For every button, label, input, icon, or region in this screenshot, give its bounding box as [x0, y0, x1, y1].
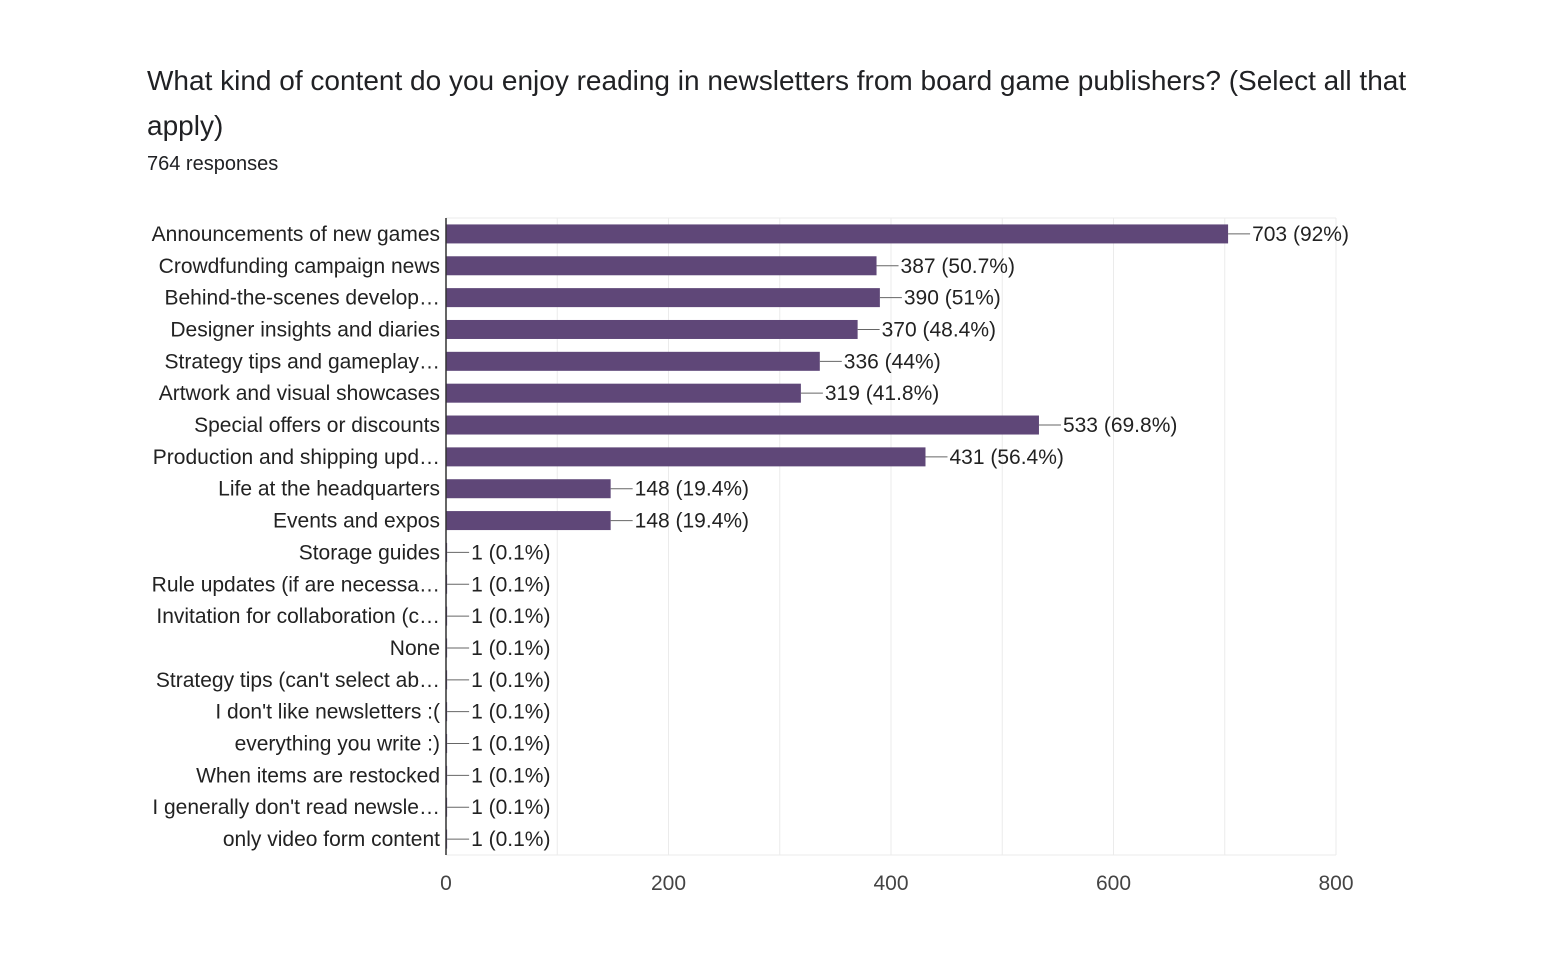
data-label: 1 (0.1%)	[471, 573, 550, 596]
bar	[446, 351, 820, 371]
question-title: What kind of content do you enjoy readin…	[147, 65, 1407, 141]
x-tick-label: 800	[1318, 872, 1353, 895]
data-label: 1 (0.1%)	[471, 764, 550, 787]
x-tick-label: 400	[873, 872, 908, 895]
data-label: 1 (0.1%)	[471, 605, 550, 628]
x-tick-label: 600	[1096, 872, 1131, 895]
category-label: Storage guides	[299, 541, 440, 564]
category-label: Events and expos	[273, 510, 440, 533]
bar	[446, 224, 1229, 244]
category-label: Production and shipping upd…	[153, 446, 440, 469]
category-label: only video form content	[223, 828, 440, 851]
bar	[446, 256, 877, 276]
category-label: None	[390, 637, 440, 660]
data-label: 533 (69.8%)	[1063, 414, 1177, 437]
bar	[446, 383, 801, 403]
category-label: Strategy tips (can't select ab…	[156, 669, 440, 692]
data-label: 1 (0.1%)	[471, 541, 550, 564]
bar	[446, 479, 611, 499]
data-label: 148 (19.4%)	[635, 510, 749, 533]
data-label: 390 (51%)	[904, 287, 1001, 310]
category-label: Designer insights and diaries	[170, 318, 440, 341]
data-label: 1 (0.1%)	[471, 796, 550, 819]
data-label: 1 (0.1%)	[471, 637, 550, 660]
category-label: Artwork and visual showcases	[159, 382, 440, 405]
bar	[446, 511, 611, 531]
bar	[446, 415, 1039, 435]
category-label: I generally don't read newsle…	[152, 796, 440, 819]
data-label: 1 (0.1%)	[471, 828, 550, 851]
bar	[446, 447, 926, 467]
category-label: Strategy tips and gameplay…	[165, 350, 440, 373]
data-label: 1 (0.1%)	[471, 669, 550, 692]
response-count: 764 responses	[147, 153, 279, 175]
data-label: 387 (50.7%)	[901, 255, 1015, 278]
category-label: Life at the headquarters	[218, 478, 440, 501]
data-label: 1 (0.1%)	[471, 701, 550, 724]
data-label: 431 (56.4%)	[949, 446, 1063, 469]
category-label: everything you write :)	[235, 733, 440, 756]
bar	[446, 319, 858, 339]
category-label: Announcements of new games	[152, 223, 440, 246]
data-label: 148 (19.4%)	[635, 478, 749, 501]
data-label: 703 (92%)	[1252, 223, 1349, 246]
bar	[446, 288, 880, 308]
data-label: 370 (48.4%)	[882, 318, 996, 341]
x-tick-label: 200	[651, 872, 686, 895]
x-tick-label: 0	[440, 872, 452, 895]
data-label: 1 (0.1%)	[471, 733, 550, 756]
category-label: Behind-the-scenes develop…	[164, 287, 440, 310]
data-label: 319 (41.8%)	[825, 382, 939, 405]
category-label: I don't like newsletters :(	[215, 701, 440, 724]
category-label: Special offers or discounts	[194, 414, 440, 437]
category-label: Rule updates (if are necessa…	[152, 573, 440, 596]
category-label: When items are restocked	[196, 764, 440, 787]
category-label: Crowdfunding campaign news	[159, 255, 440, 278]
data-label: 336 (44%)	[844, 350, 941, 373]
category-label: Invitation for collaboration (c…	[156, 605, 440, 628]
